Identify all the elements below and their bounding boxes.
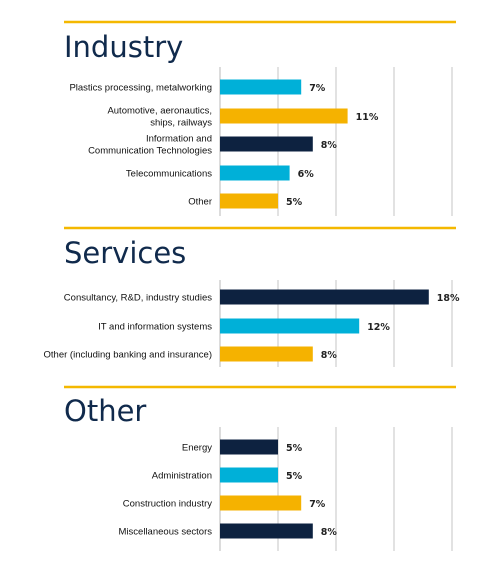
- value-label: 5%: [286, 471, 303, 482]
- section-title: Industry: [64, 30, 183, 64]
- bar: [220, 108, 348, 124]
- category-label: Automotive, aeronautics, ships, railways: [107, 106, 212, 129]
- bar: [220, 289, 429, 305]
- category-label: Construction industry: [123, 499, 212, 510]
- value-label: 5%: [286, 197, 303, 208]
- value-label: 18%: [437, 293, 460, 304]
- category-label: Miscellaneous sectors: [119, 527, 213, 538]
- value-label: 8%: [321, 140, 338, 151]
- category-label: Energy: [182, 443, 212, 454]
- value-label: 6%: [298, 169, 315, 180]
- value-label: 8%: [321, 350, 338, 361]
- bar: [220, 346, 313, 362]
- category-label: IT and information systems: [98, 322, 212, 333]
- bar: [220, 193, 278, 209]
- bar: [220, 165, 290, 181]
- chart-panel-services: Services Consultancy, R&D, industry studi…: [44, 226, 460, 367]
- value-label: 8%: [321, 527, 338, 538]
- bar: [220, 495, 302, 511]
- bar: [220, 467, 278, 483]
- bar: [220, 318, 360, 334]
- value-label: 11%: [356, 112, 379, 123]
- chart-panel-industry: Industry Plastics processing, metalworkin…: [64, 20, 456, 216]
- category-label: Other: [188, 197, 212, 208]
- category-label: Administration: [152, 471, 212, 482]
- bar: [220, 79, 302, 95]
- section-title: Other: [64, 394, 146, 428]
- chart-panel-other: Other Energy 5% Administration 5% Constructio…: [64, 385, 456, 551]
- category-label: Consultancy, R&D, industry studies: [64, 293, 212, 304]
- bar: [220, 439, 278, 455]
- category-label: Other (including banking and insurance): [44, 350, 212, 361]
- section-title: Services: [64, 236, 186, 270]
- category-label: Plastics processing, metalworking: [69, 83, 212, 94]
- value-label: 5%: [286, 443, 303, 454]
- value-label: 12%: [367, 322, 390, 333]
- category-label: Telecommunications: [126, 169, 212, 180]
- value-label: 7%: [309, 499, 326, 510]
- bar: [220, 136, 313, 152]
- category-label: Information and Communication Technologie…: [88, 134, 212, 157]
- value-label: 7%: [309, 83, 326, 94]
- bar: [220, 523, 313, 539]
